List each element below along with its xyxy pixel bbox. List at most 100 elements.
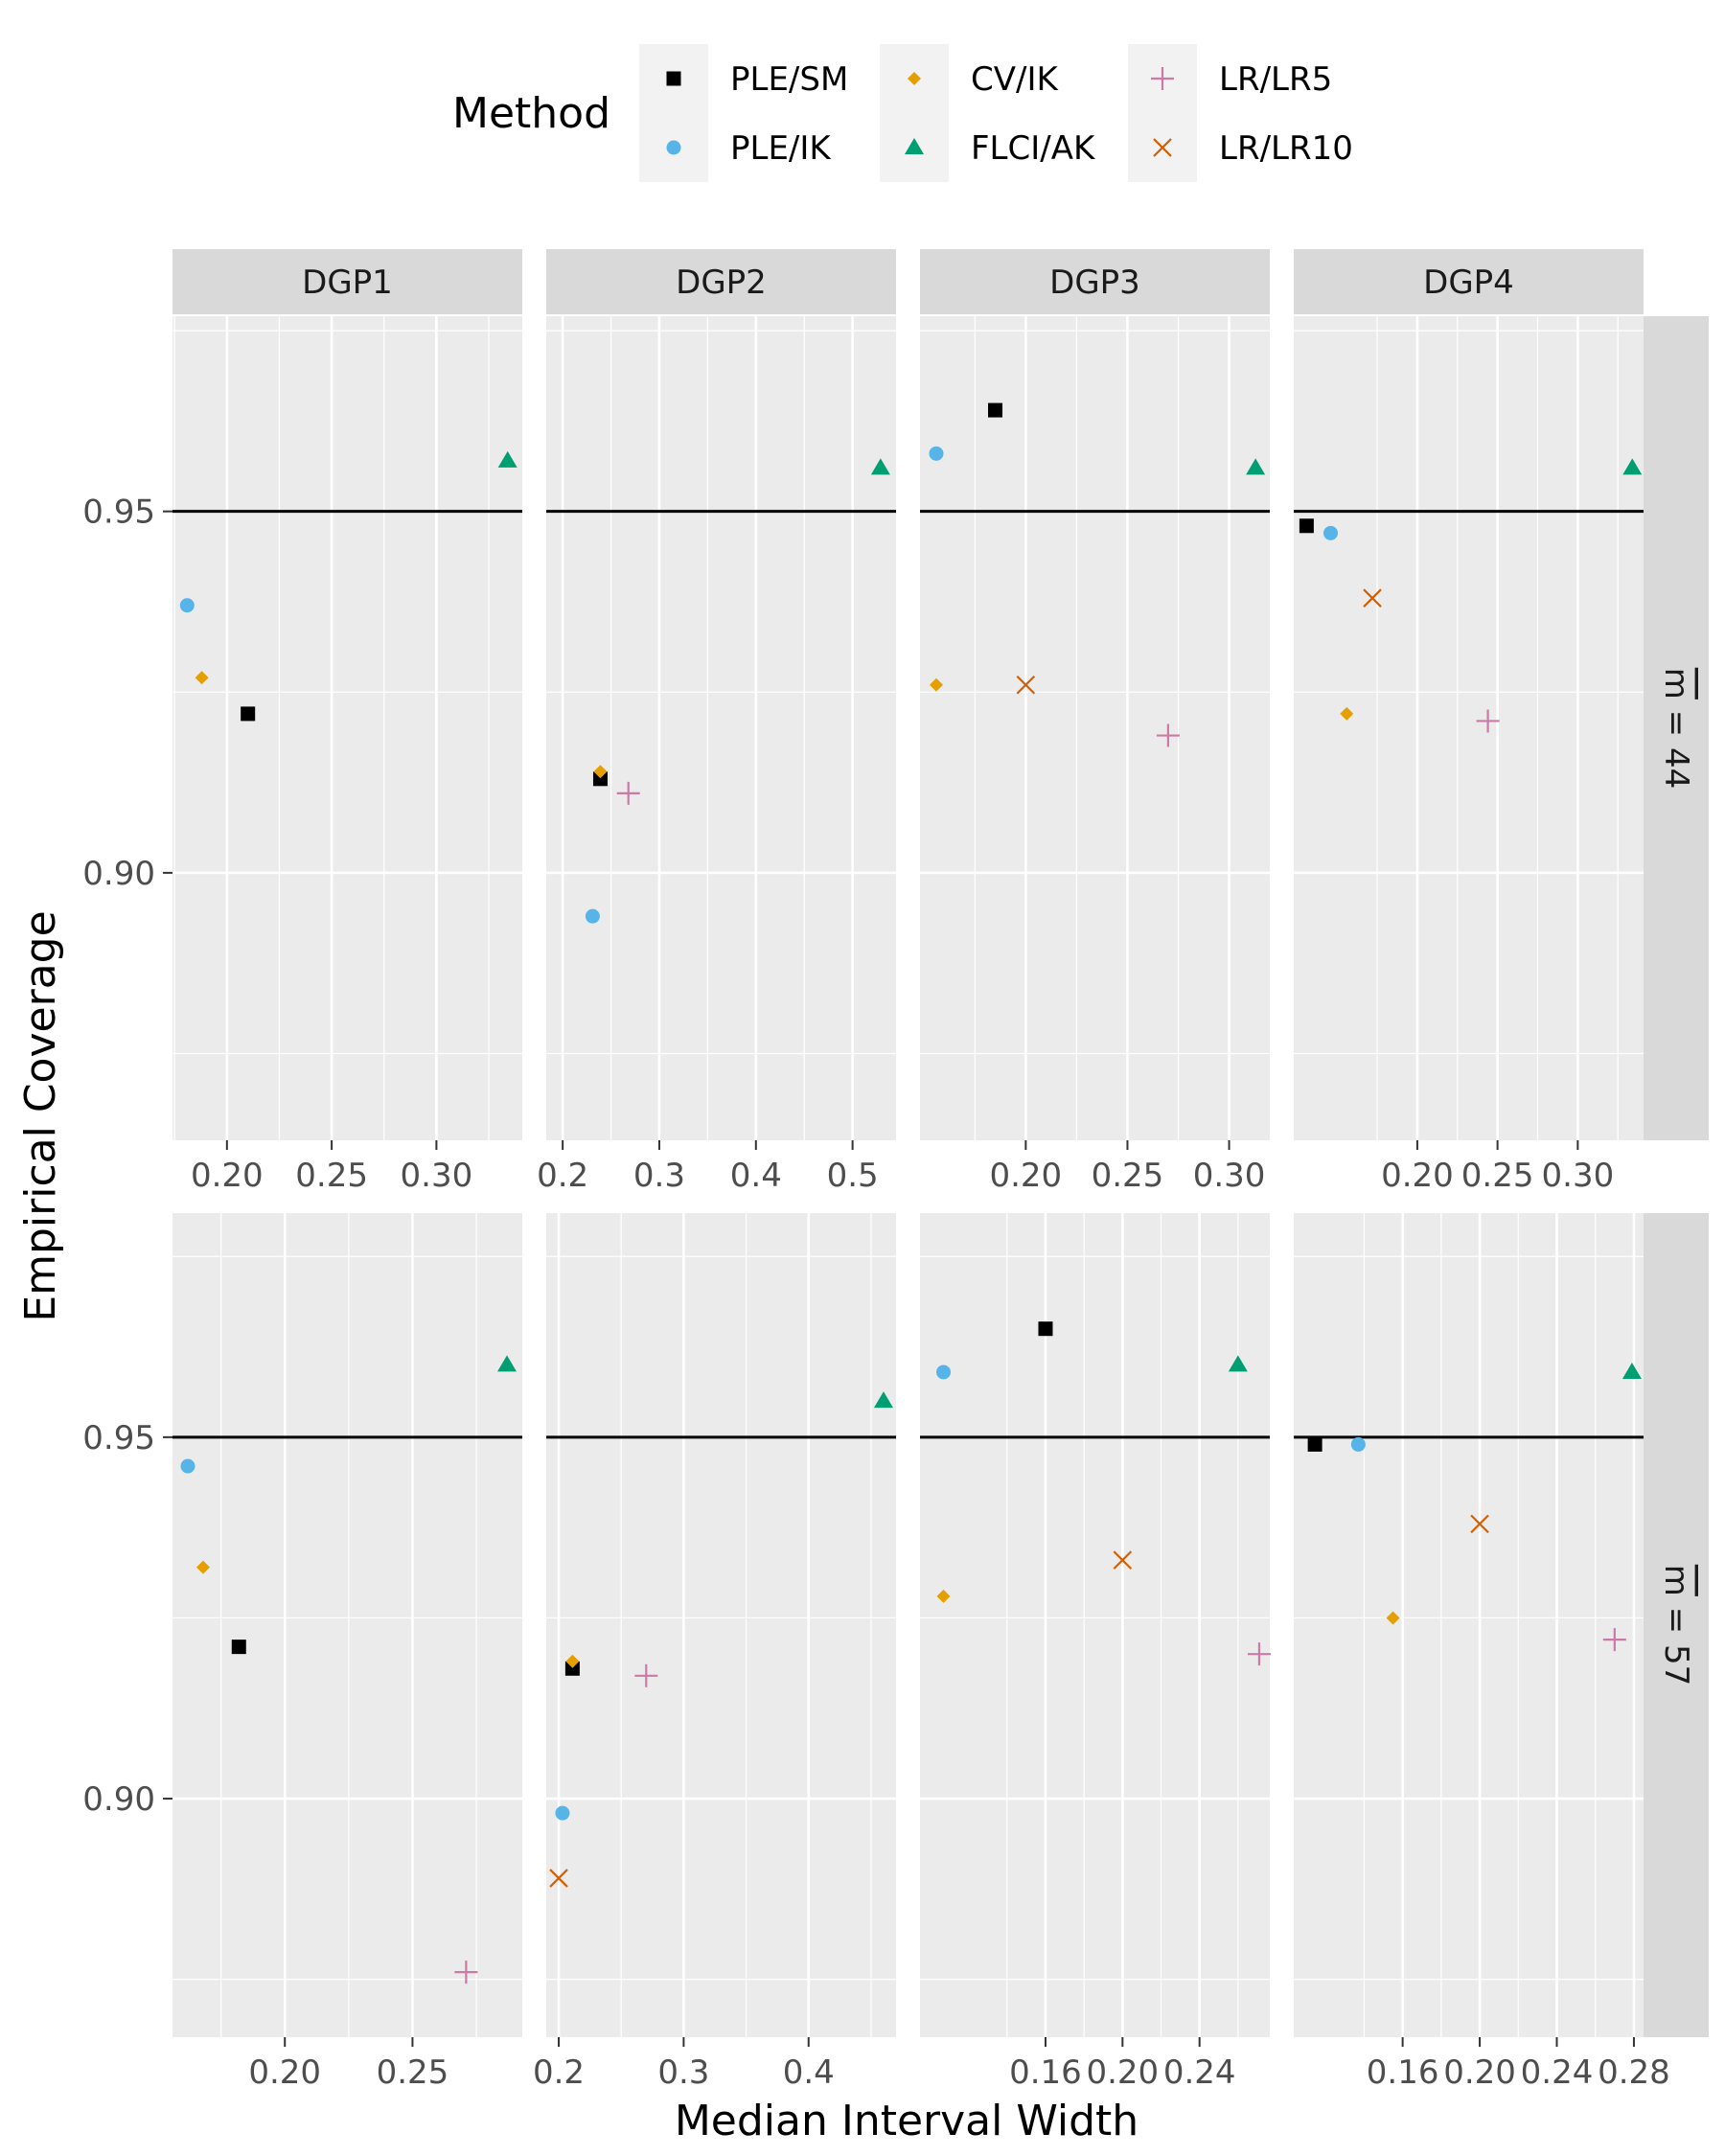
facet-strip-background — [1294, 249, 1644, 314]
point-cv-ik — [936, 1589, 951, 1603]
data-points — [1307, 1362, 1642, 1652]
point-cv-ik — [195, 671, 209, 685]
x-tick-label: 0.25 — [1461, 1157, 1534, 1195]
x-tick-label: 0.20 — [1086, 2053, 1159, 2092]
panel-dgp2-row-1: 0.2 0.3 0.4 0.5 — [537, 316, 896, 1195]
x-tick-label: 0.25 — [295, 1157, 368, 1195]
panel-background — [172, 316, 522, 1140]
legend-item-ple-sm: PLE/SM — [639, 44, 848, 113]
data-points — [180, 1355, 518, 1984]
panel-dgp3-row-2: 0.16 0.20 0.24 — [920, 1213, 1271, 2092]
legend-label-cv-ik: CV/IK — [971, 60, 1059, 99]
y-axis-row-1: 0.90 0.95 — [82, 493, 172, 893]
legend-label-flci-ak: FLCI/AK — [971, 129, 1096, 168]
facet-strip-label: DGP3 — [1049, 264, 1140, 302]
x-tick-label: 0.4 — [730, 1157, 782, 1195]
legend-key-ple-sm-marker — [666, 71, 681, 86]
y-tick-label: 0.90 — [82, 855, 155, 893]
point-flci-ak — [1622, 1362, 1642, 1379]
panel-background — [546, 316, 896, 1140]
panel-background — [172, 1213, 522, 2037]
x-tick-label: 0.3 — [657, 2053, 709, 2092]
facet-strip-label: DGP4 — [1423, 264, 1514, 302]
x-tick-label: 0.30 — [1542, 1157, 1615, 1195]
facet-strip-dgp3: DGP3 — [920, 249, 1270, 314]
point-flci-ak — [1622, 458, 1643, 475]
x-tick-label: 0.30 — [1193, 1157, 1266, 1195]
point-cv-ik — [1386, 1611, 1400, 1625]
legend-label-lr-lr10: LR/LR10 — [1219, 129, 1353, 168]
x-tick-label: 0.20 — [248, 2053, 321, 2092]
x-tick-label: 0.5 — [827, 1157, 879, 1195]
point-lr-lr10 — [549, 1869, 568, 1888]
point-lr-lr5 — [1247, 1642, 1271, 1666]
legend-label-ple-sm: PLE/SM — [730, 60, 848, 99]
legend-key-lr-lr10-marker — [1153, 138, 1172, 157]
point-cv-ik — [565, 1654, 580, 1668]
x-axis: 0.20 0.25 — [248, 2037, 448, 2092]
facet-strip-background — [546, 249, 896, 314]
data-points — [929, 402, 1266, 747]
panel-dgp4-row-1: 0.20 0.25 0.30 — [1294, 316, 1644, 1195]
row-strip-value: = 57 — [1657, 1596, 1695, 1686]
point-ple-ik — [936, 1365, 952, 1380]
row-strip-value: = 44 — [1657, 700, 1695, 789]
point-ple-sm — [1299, 518, 1314, 534]
legend-key-cv-ik-marker — [908, 72, 921, 85]
legend-label-ple-ik: PLE/IK — [730, 129, 832, 168]
facet-strip-label: DGP2 — [676, 264, 767, 302]
point-cv-ik — [196, 1560, 210, 1574]
legend-key-flci-ak-marker — [905, 138, 924, 154]
row-strip-background — [1644, 316, 1709, 1140]
point-ple-sm — [1307, 1436, 1322, 1452]
panel-background — [920, 1213, 1270, 2037]
facet-strip-dgp1: DGP1 — [172, 249, 522, 314]
x-axis: 0.20 0.25 0.30 — [989, 1140, 1265, 1195]
y-tick-label: 0.95 — [82, 1419, 155, 1457]
row-strip-text: m = 57 — [1657, 1565, 1695, 1686]
point-flci-ak — [1246, 458, 1266, 475]
x-tick-label: 0.2 — [533, 2053, 585, 2092]
x-tick-label: 0.16 — [1009, 2053, 1082, 2092]
point-flci-ak — [873, 1391, 893, 1409]
data-points — [1299, 458, 1643, 733]
x-axis: 0.20 0.25 0.30 — [191, 1140, 472, 1195]
x-tick-label: 0.20 — [191, 1157, 264, 1195]
point-ple-ik — [1323, 525, 1339, 540]
legend-item-flci-ak: FLCI/AK — [880, 113, 1096, 182]
row-strip-symbol: m — [1657, 668, 1695, 700]
data-points — [585, 458, 890, 924]
x-axis: 0.2 0.3 0.4 0.5 — [537, 1140, 879, 1195]
legend-key-lr-lr5-marker — [1151, 67, 1174, 90]
legend-item-ple-ik: PLE/IK — [639, 113, 832, 182]
point-lr-lr5 — [454, 1961, 478, 1984]
point-lr-lr10 — [1113, 1550, 1133, 1570]
legend-title: Method — [452, 89, 610, 138]
legend-label-lr-lr5: LR/LR5 — [1219, 60, 1332, 99]
legend-keys: PLE/SM PLE/IK CV/IK FLCI/AK LR/LR5 LR/LR10 — [639, 44, 1353, 182]
point-ple-ik — [1350, 1436, 1366, 1452]
x-axis: 0.20 0.25 0.30 — [1381, 1140, 1614, 1195]
point-lr-lr10 — [1470, 1514, 1489, 1534]
x-tick-label: 0.24 — [1163, 2053, 1236, 2092]
panel-dgp1-row-1: 0.20 0.25 0.30 — [172, 316, 522, 1195]
facet-strip-label: DGP1 — [302, 264, 393, 302]
x-axis-title: Median Interval Width — [675, 2097, 1138, 2145]
panel-background — [920, 316, 1270, 1140]
point-lr-lr5 — [1476, 709, 1500, 733]
point-flci-ak — [497, 450, 518, 468]
point-lr-lr5 — [1602, 1628, 1626, 1652]
row-strip-1: m = 44 — [1644, 316, 1709, 1140]
x-axis: 0.2 0.3 0.4 — [533, 2037, 835, 2092]
point-lr-lr5 — [1156, 723, 1180, 747]
panel-background — [546, 1213, 896, 2037]
panel-dgp1-row-2: 0.20 0.25 — [172, 1213, 522, 2092]
point-ple-ik — [585, 908, 600, 924]
x-axis: 0.16 0.20 0.24 — [1009, 2037, 1236, 2092]
point-lr-lr10 — [1016, 675, 1036, 695]
data-points — [936, 1321, 1271, 1666]
x-tick-label: 0.20 — [1381, 1157, 1454, 1195]
legend-key-ple-ik-marker — [666, 140, 681, 155]
